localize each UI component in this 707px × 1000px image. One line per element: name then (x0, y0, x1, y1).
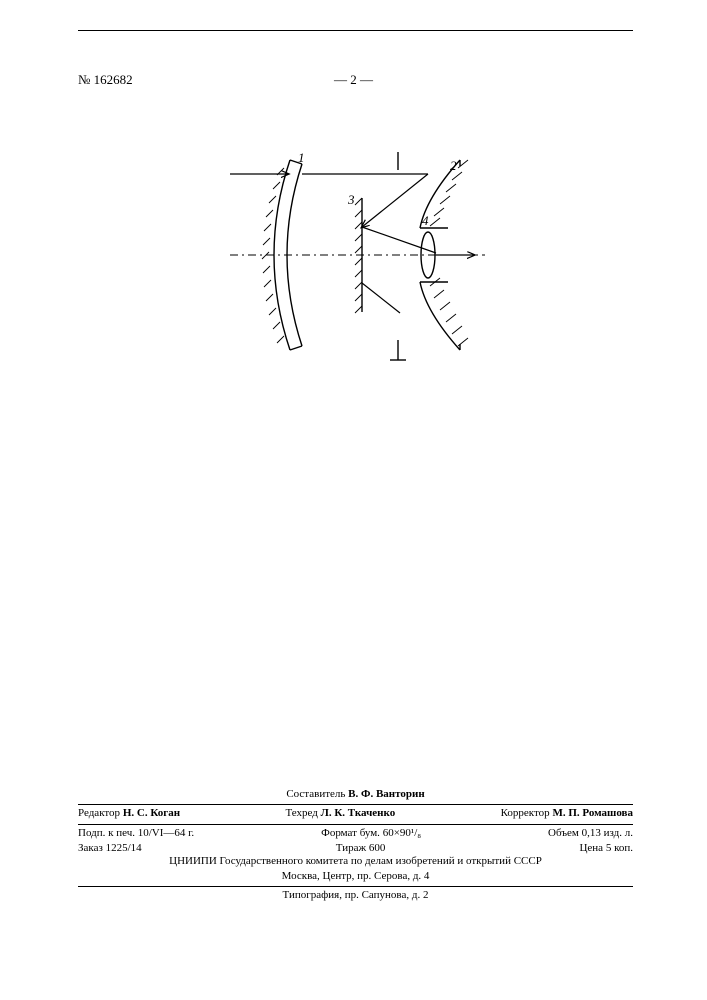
volume-value: 0,13 изд. л. (582, 827, 633, 839)
editor-name: Н. С. Коган (123, 807, 180, 819)
corrector-name: М. П. Ромашова (552, 807, 633, 819)
compiler-name: В. Ф. Ванторин (348, 788, 425, 800)
editor-label: Редактор (78, 807, 120, 819)
optical-diagram: 1 2 3 4 (230, 150, 490, 380)
label-2: 2 (450, 158, 457, 173)
price-value: 5 коп. (606, 842, 633, 854)
compiler-label: Составитель (286, 788, 345, 800)
format-label: Формат бум. (321, 827, 380, 839)
footer-typography: Типография, пр. Сапунова, д. 2 (78, 888, 633, 903)
footer-rule-1 (78, 804, 633, 805)
footer-compiler: Составитель В. Ф. Ванторин (78, 787, 633, 802)
page-number: — 2 — (0, 72, 707, 88)
top-rule (78, 30, 633, 31)
tirazh-value: 600 (369, 842, 386, 854)
footer-print-block: Подп. к печ. 10/VI—64 г. Формат бум. 60×… (78, 826, 633, 856)
price-label: Цена (579, 842, 603, 854)
label-1: 1 (298, 150, 305, 165)
footer-org: ЦНИИПИ Государственного комитета по дела… (78, 854, 633, 884)
corrector-label: Корректор (501, 807, 550, 819)
order-value: 1225/14 (106, 842, 142, 854)
format-value: 60×90¹/₈ (383, 827, 421, 839)
footer-rule-3 (78, 886, 633, 887)
sign-date-label: Подп. к печ. (78, 827, 135, 839)
tirazh-label: Тираж (336, 842, 366, 854)
techred-label: Техред (286, 807, 318, 819)
footer-rule-2 (78, 824, 633, 825)
volume-label: Объем (548, 827, 579, 839)
techred-name: Л. К. Ткаченко (321, 807, 396, 819)
footer-credits-row: Редактор Н. С. Коган Техред Л. К. Ткачен… (78, 806, 633, 821)
order-label: Заказ (78, 842, 103, 854)
label-3: 3 (347, 192, 355, 207)
label-4: 4 (422, 213, 429, 228)
org-line-2: Москва, Центр, пр. Серова, д. 4 (78, 869, 633, 884)
bottom-t-mark (390, 340, 406, 360)
org-line-1: ЦНИИПИ Государственного комитета по дела… (78, 854, 633, 869)
sign-date: 10/VI—64 г. (138, 827, 194, 839)
